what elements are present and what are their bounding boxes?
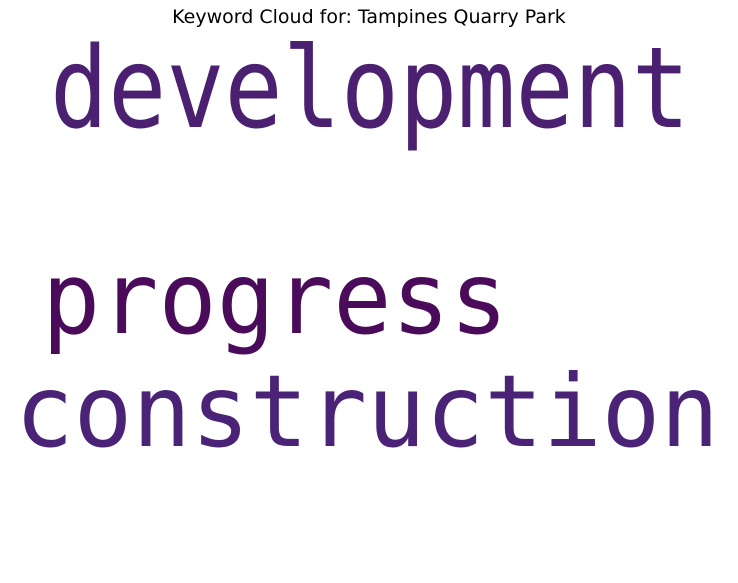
chart-title: Keyword Cloud for: Tampines Quarry Park: [172, 6, 566, 28]
word-development: development: [50, 24, 690, 154]
word-progress: progress: [42, 240, 508, 357]
word-construction: construction: [15, 353, 719, 470]
